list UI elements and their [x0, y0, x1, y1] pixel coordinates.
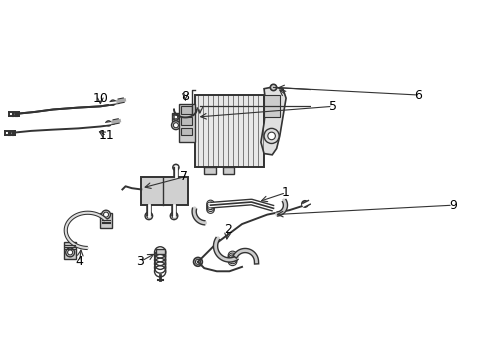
Circle shape — [173, 114, 179, 120]
Text: 4: 4 — [75, 255, 83, 268]
Circle shape — [68, 250, 73, 255]
Circle shape — [264, 129, 279, 144]
Text: 6: 6 — [415, 89, 422, 102]
Polygon shape — [261, 87, 286, 155]
Circle shape — [173, 164, 179, 171]
Bar — [100, 213, 112, 228]
Text: 2: 2 — [224, 222, 232, 235]
Text: 7: 7 — [180, 170, 188, 183]
Text: 10: 10 — [93, 92, 108, 105]
Circle shape — [66, 248, 74, 257]
Bar — [195, 95, 264, 167]
Circle shape — [192, 114, 198, 120]
Circle shape — [193, 115, 196, 119]
Circle shape — [268, 132, 275, 140]
Circle shape — [196, 259, 200, 264]
Circle shape — [173, 123, 178, 128]
Text: 5: 5 — [329, 100, 337, 113]
Circle shape — [170, 212, 178, 220]
Bar — [181, 106, 192, 114]
Circle shape — [174, 115, 178, 119]
Circle shape — [103, 212, 109, 217]
Circle shape — [147, 214, 151, 218]
Bar — [64, 242, 76, 259]
Bar — [156, 249, 165, 254]
Text: 8: 8 — [181, 90, 189, 103]
Circle shape — [145, 212, 152, 220]
Text: 3: 3 — [136, 255, 144, 268]
Bar — [179, 104, 195, 142]
Text: 11: 11 — [99, 130, 115, 143]
Circle shape — [302, 201, 308, 207]
Circle shape — [191, 121, 199, 130]
Text: 1: 1 — [282, 186, 290, 199]
Circle shape — [101, 210, 110, 219]
Bar — [264, 95, 280, 117]
Circle shape — [194, 257, 202, 266]
FancyBboxPatch shape — [172, 113, 180, 121]
FancyBboxPatch shape — [191, 113, 198, 121]
Bar — [181, 117, 192, 125]
Circle shape — [192, 123, 197, 128]
Circle shape — [172, 214, 176, 218]
Bar — [223, 167, 234, 174]
Bar — [204, 167, 216, 174]
Circle shape — [172, 121, 180, 130]
Text: 9: 9 — [449, 199, 457, 212]
Circle shape — [270, 84, 277, 91]
Bar — [181, 128, 192, 135]
Bar — [141, 177, 189, 205]
